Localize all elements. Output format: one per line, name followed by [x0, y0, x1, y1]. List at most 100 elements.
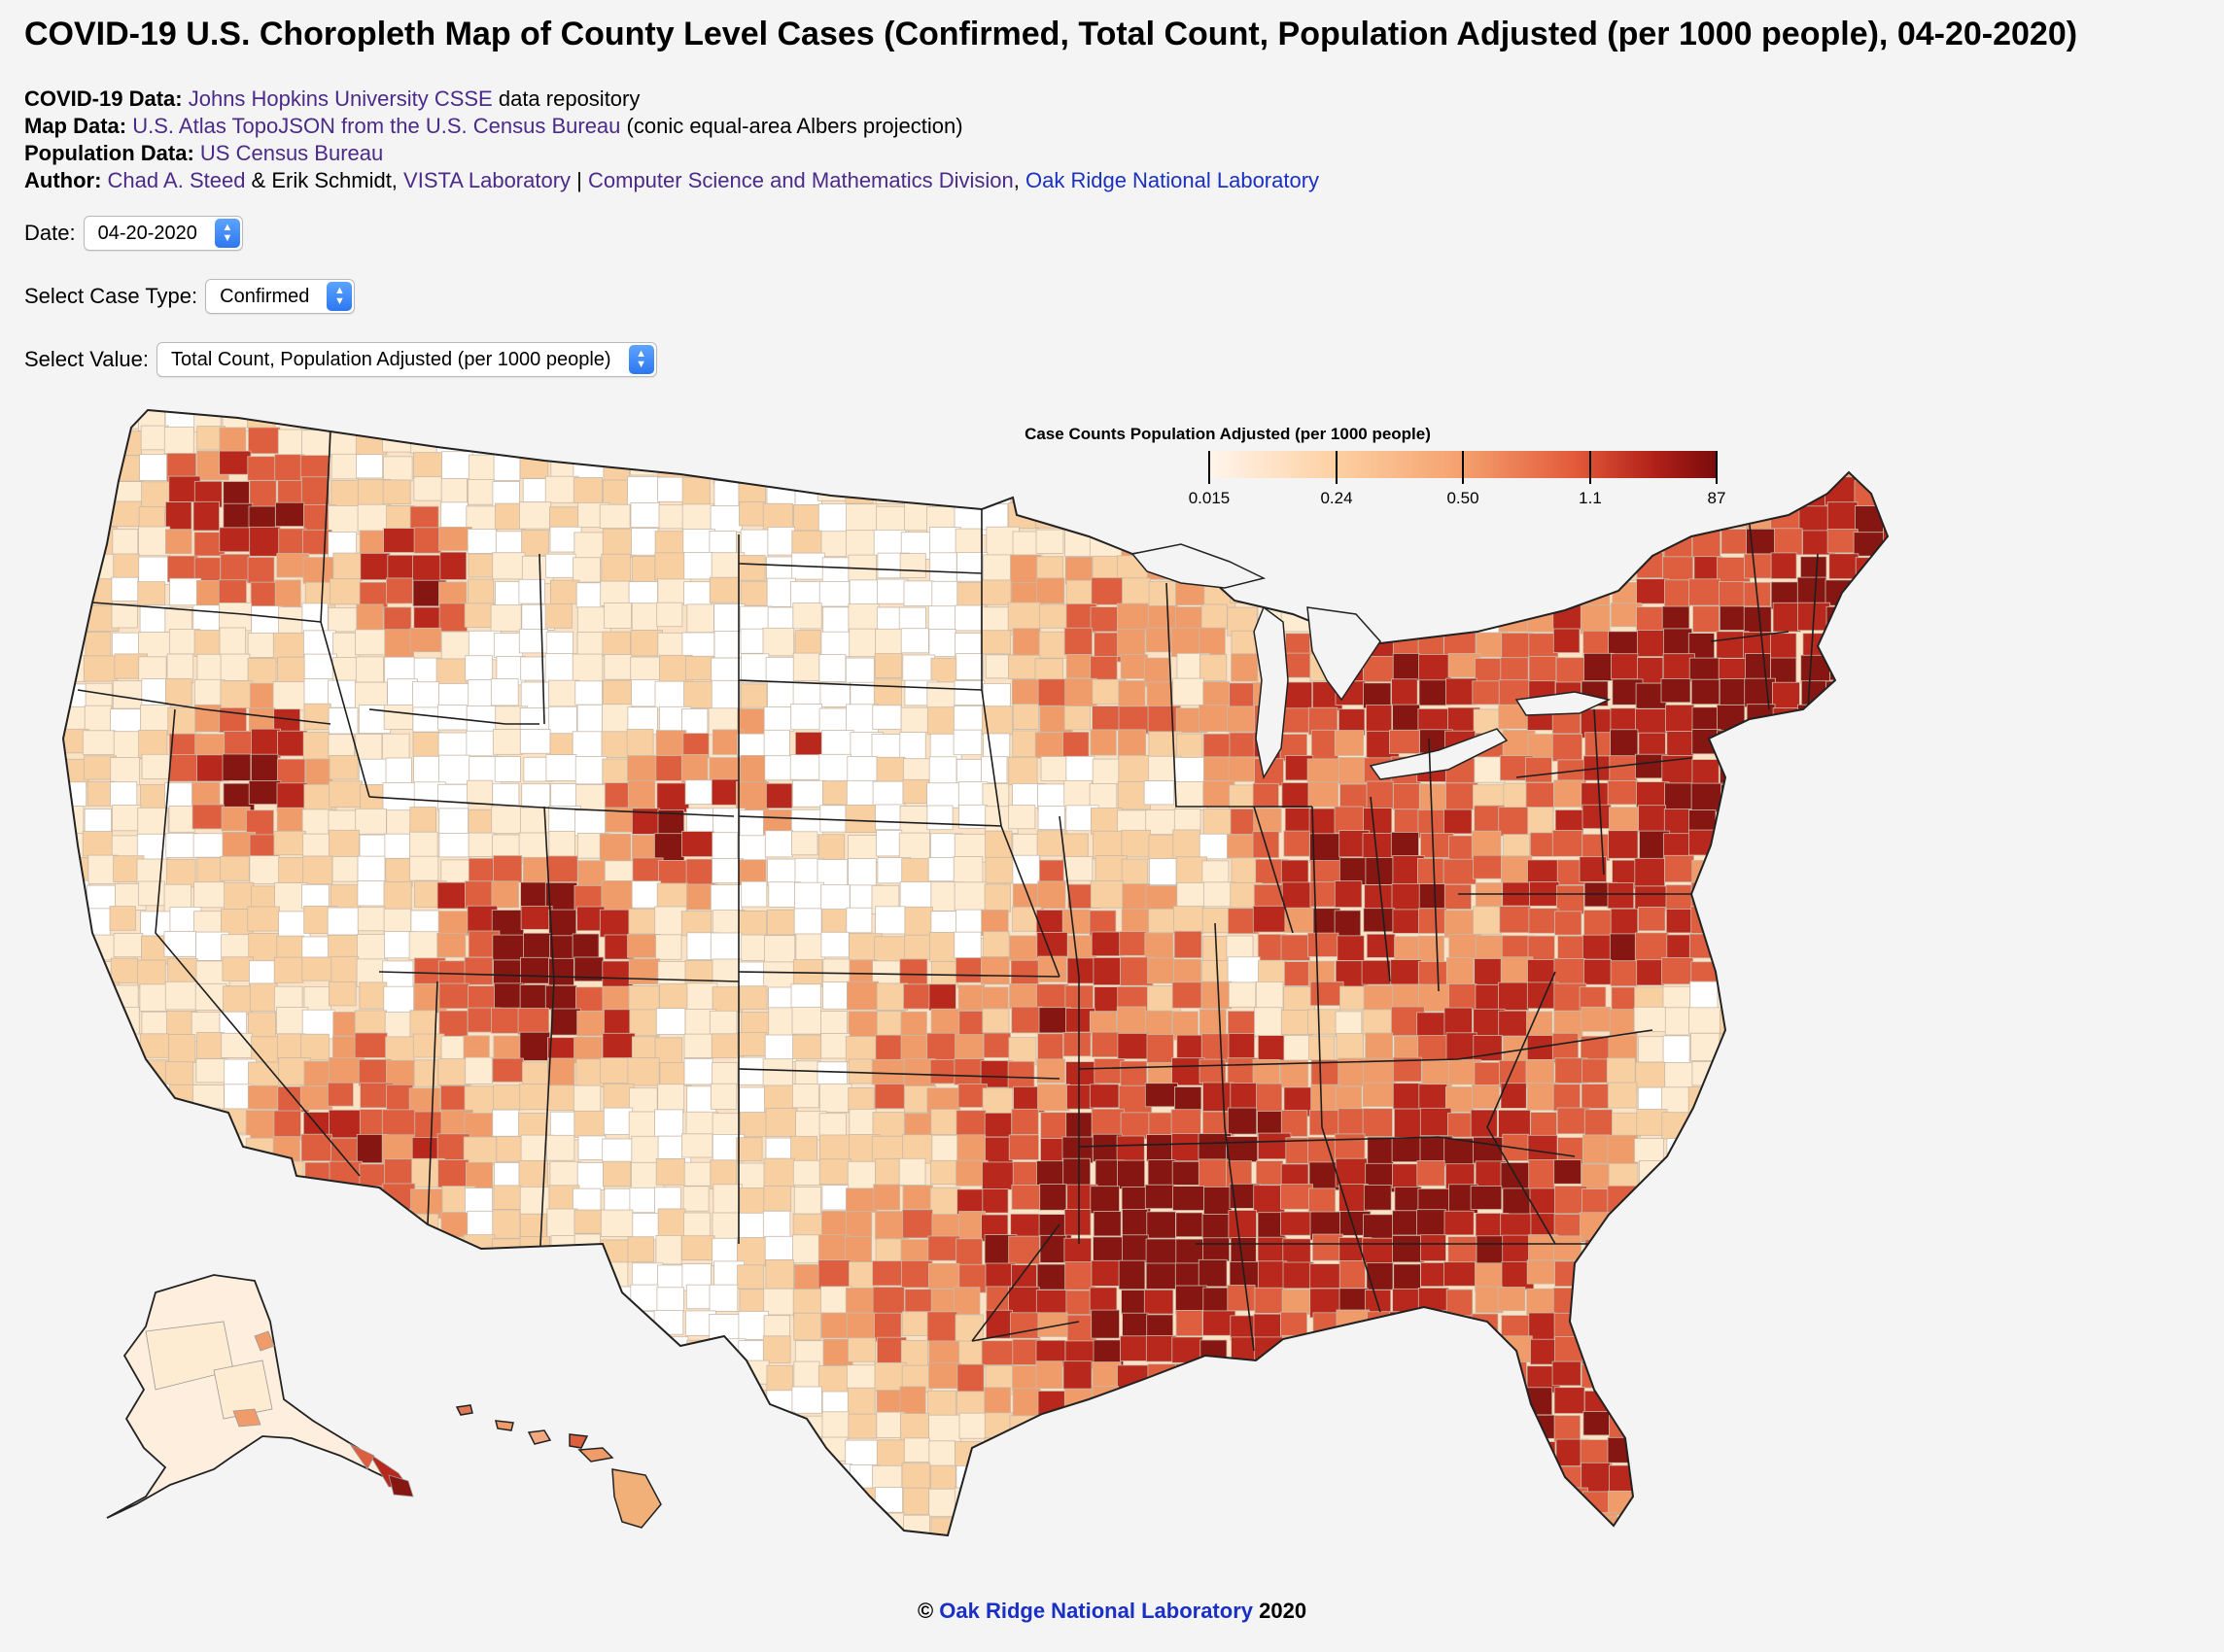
county [573, 1340, 607, 1369]
county [820, 1540, 851, 1565]
county [1719, 1437, 1752, 1465]
county [164, 678, 192, 706]
county [628, 1111, 658, 1141]
county [1745, 410, 1776, 426]
county [683, 1212, 712, 1237]
county [764, 1513, 796, 1535]
county [549, 1360, 578, 1390]
author-link[interactable]: Chad A. Steed [107, 168, 246, 192]
county [654, 1109, 684, 1138]
county [496, 1284, 527, 1310]
county [1745, 653, 1771, 682]
county [383, 704, 414, 730]
county [1853, 1416, 1886, 1446]
county [903, 1514, 930, 1535]
county [1392, 983, 1422, 1011]
county [1122, 1312, 1149, 1339]
contiguous-us [55, 400, 1917, 1565]
county [141, 753, 173, 779]
population-data-credit: Population Data: US Census Bureau [24, 141, 384, 165]
county [1253, 527, 1283, 555]
state-border-line [1253, 806, 1294, 934]
county [1501, 1463, 1534, 1490]
value-select[interactable]: Total Count, Population Adjusted (per 10… [156, 342, 657, 377]
county [247, 456, 280, 481]
county [329, 578, 361, 605]
county [1093, 1339, 1125, 1366]
county [1500, 1162, 1534, 1190]
county [1665, 884, 1693, 912]
alaska[interactable] [106, 1274, 414, 1519]
county [1742, 935, 1773, 963]
county [273, 1110, 301, 1141]
county [63, 476, 88, 507]
county [1035, 503, 1069, 529]
county [817, 1365, 850, 1394]
county [1258, 581, 1293, 610]
county [1581, 1462, 1611, 1493]
county [627, 934, 661, 958]
county [491, 880, 519, 909]
county [163, 427, 194, 455]
vista-lab-link[interactable]: VISTA Laboratory [403, 168, 572, 192]
county [1334, 730, 1365, 756]
county [954, 1058, 985, 1085]
jhu-csse-link[interactable]: Johns Hopkins University CSSE [188, 86, 493, 111]
county [249, 526, 281, 557]
county [763, 1288, 795, 1316]
county [1581, 1134, 1610, 1164]
csmd-link[interactable]: Computer Science and Mathematics Divisio… [588, 168, 1014, 192]
county [1664, 782, 1692, 811]
us-atlas-link[interactable]: U.S. Atlas TopoJSON from the U.S. Census… [132, 114, 621, 138]
county [1635, 1235, 1667, 1266]
county [681, 476, 711, 507]
county [1666, 1542, 1695, 1565]
county [818, 1113, 847, 1138]
county [520, 1463, 547, 1490]
county [520, 1311, 547, 1340]
county [386, 1340, 418, 1366]
county [546, 1285, 578, 1311]
county [1144, 410, 1174, 428]
county [1061, 833, 1089, 861]
ornl-link[interactable]: Oak Ridge National Laboratory [1025, 168, 1320, 192]
county [1284, 532, 1318, 560]
county [549, 1388, 580, 1417]
county [927, 1390, 956, 1420]
county [956, 552, 989, 582]
county [737, 733, 768, 758]
county [1283, 1035, 1313, 1064]
county [142, 1210, 169, 1238]
county [1092, 1361, 1122, 1392]
county [1742, 1414, 1774, 1443]
county [192, 1237, 223, 1268]
county [1718, 905, 1749, 935]
county [1688, 578, 1720, 606]
county [1799, 1439, 1831, 1468]
county [930, 1517, 960, 1535]
date-select[interactable]: 04-20-2020 ▲ ▼ [83, 216, 243, 251]
county [1638, 1287, 1673, 1314]
county [1064, 1489, 1095, 1514]
county [82, 478, 112, 506]
county [1117, 629, 1146, 657]
case-type-select[interactable]: Confirmed ▲ ▼ [205, 279, 356, 314]
county [1228, 1210, 1257, 1240]
choropleth-map[interactable]: Case Counts Population Adjusted (per 100… [0, 389, 2224, 1565]
county [1063, 627, 1093, 655]
county [330, 1465, 365, 1493]
county-layer[interactable] [55, 400, 1917, 1565]
county [1335, 1340, 1369, 1370]
county [1062, 1032, 1092, 1057]
footer-ornl-link[interactable]: Oak Ridge National Laboratory [939, 1599, 1253, 1623]
legend-tick-label: 0.24 [1320, 489, 1352, 507]
hawaii[interactable] [455, 1404, 662, 1529]
county [164, 606, 192, 633]
county [494, 1542, 519, 1565]
county [1720, 1108, 1752, 1137]
county [928, 1340, 962, 1366]
census-bureau-link[interactable]: US Census Bureau [199, 141, 384, 165]
county [249, 855, 280, 885]
legend-title: Case Counts Population Adjusted (per 100… [1025, 425, 1431, 443]
county [138, 556, 171, 585]
